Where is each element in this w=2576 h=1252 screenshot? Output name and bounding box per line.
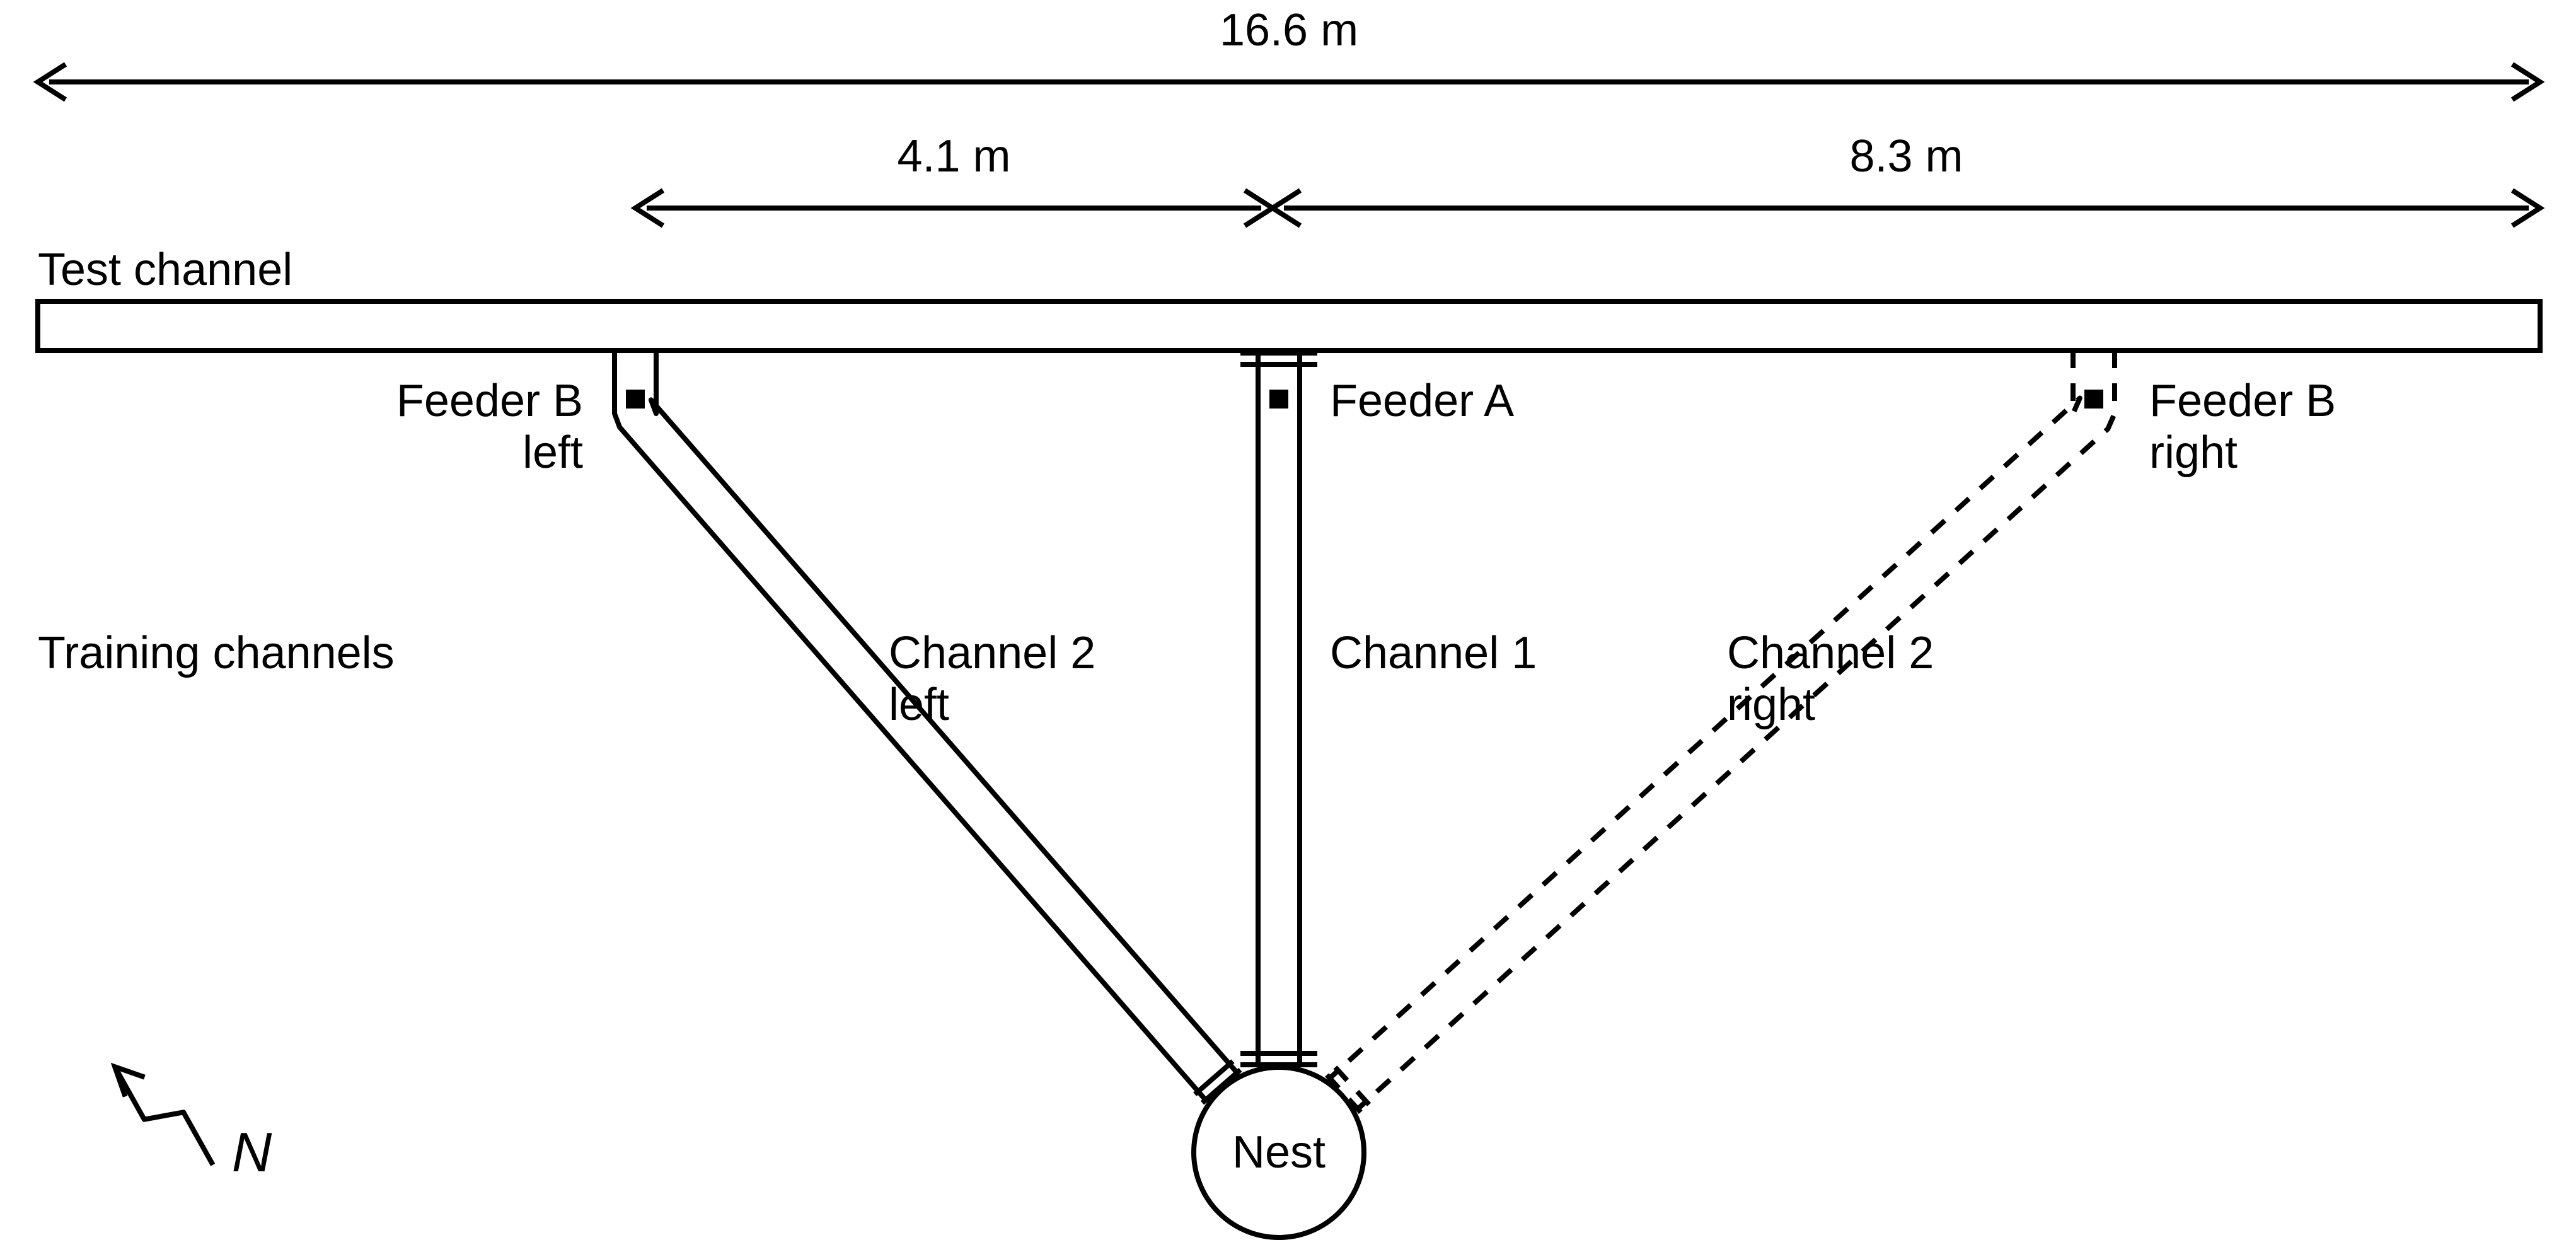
feeder-a-marker bbox=[1269, 390, 1288, 409]
nest-label: Nest bbox=[1232, 1127, 1326, 1178]
channel-2-right-wall-b bbox=[1356, 351, 2115, 1111]
feeder-a-label: Feeder A bbox=[1330, 376, 1514, 426]
dimension-left: 4.1 m bbox=[897, 131, 1010, 182]
test-channel-label: Test channel bbox=[38, 245, 292, 295]
feeder-b-left-label: Feeder B bbox=[396, 376, 583, 426]
channel-2-right-label-2: right bbox=[1727, 680, 1815, 730]
experimental-setup-diagram: 16.6 m 4.1 m 8.3 m Test channel Feeder A Feed… bbox=[0, 0, 2576, 1252]
feeder-b-left-label-2: left bbox=[523, 427, 583, 478]
compass-n-label: N bbox=[232, 1121, 272, 1183]
feeder-b-left-marker bbox=[626, 390, 645, 409]
feeder-b-right-marker bbox=[2084, 390, 2103, 409]
compass-arrow-icon bbox=[115, 1067, 213, 1165]
feeder-b-right-label-2: right bbox=[2149, 427, 2238, 478]
dimension-right: 8.3 m bbox=[1849, 131, 1963, 182]
channel-1-label: Channel 1 bbox=[1330, 628, 1537, 678]
channel-2-right-label: Channel 2 bbox=[1727, 628, 1934, 678]
training-channels-label: Training channels bbox=[38, 628, 395, 678]
dimension-total: 16.6 m bbox=[1220, 5, 1358, 55]
feeder-b-right-label: Feeder B bbox=[2149, 376, 2336, 426]
channel-2-left-label-2: left bbox=[889, 680, 949, 730]
channel-2-right-wall-a bbox=[1328, 351, 2080, 1080]
channel-2-left-label: Channel 2 bbox=[889, 628, 1095, 678]
test-channel bbox=[38, 301, 2540, 351]
